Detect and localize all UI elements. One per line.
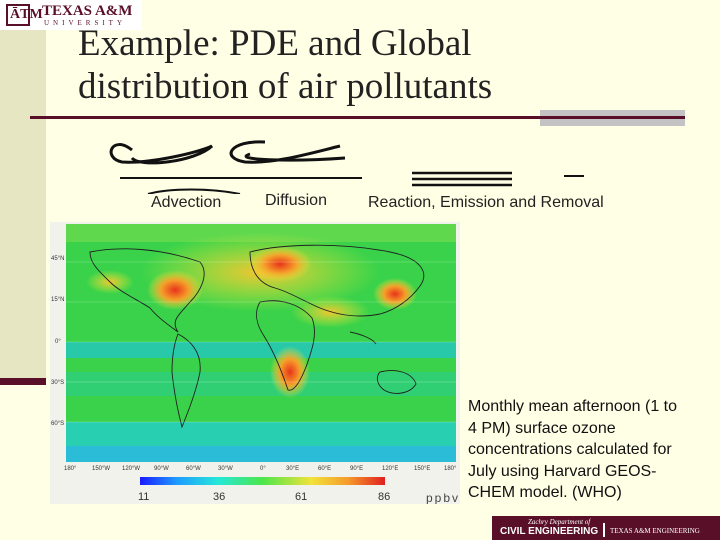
caption-line: 4 PM) surface ozone bbox=[468, 419, 616, 437]
lat-label: 45°N bbox=[51, 256, 64, 262]
slide-title-line1: Example: PDE and Global bbox=[78, 23, 472, 64]
equation-stroke-2 bbox=[229, 140, 341, 164]
map-lat-labels: 45°N 15°N 0° 30°S 60°S bbox=[51, 256, 64, 427]
ozone-map: 45°N 15°N 0° 30°S 60°S 180° 150°W 120°W … bbox=[50, 222, 460, 504]
lon-label: 0° bbox=[260, 466, 266, 472]
logo-mark-text: ĀTM bbox=[10, 7, 43, 22]
map-field bbox=[66, 224, 456, 462]
colorbar-ticks: 11 36 61 86 bbox=[138, 491, 390, 503]
equation-stroke-3 bbox=[244, 152, 346, 162]
footer-main-text: CIVIL ENGINEERING bbox=[500, 526, 599, 537]
logo-subtitle: UNIVERSITY bbox=[44, 19, 126, 27]
colorbar bbox=[140, 477, 385, 485]
footer-separator bbox=[603, 523, 605, 537]
lon-label: 30°E bbox=[286, 466, 299, 472]
lon-label: 90°W bbox=[154, 466, 169, 472]
lon-label: 150°W bbox=[92, 466, 110, 472]
map-lon-labels: 180° 150°W 120°W 90°W 60°W 30°W 0° 30°E … bbox=[64, 466, 457, 472]
caption-line: concentrations calculated for bbox=[468, 441, 672, 458]
colorbar-tick: 86 bbox=[378, 491, 390, 503]
equation-stroke-1 bbox=[109, 143, 214, 165]
lon-label: 120°W bbox=[122, 466, 140, 472]
footer-logo: Zachry Department of CIVIL ENGINEERING T… bbox=[492, 516, 720, 540]
logo-mark: ĀTM bbox=[6, 4, 43, 26]
equation-image bbox=[109, 140, 584, 194]
lat-label: 0° bbox=[55, 339, 61, 345]
slide-title: Example: PDE and Global distribution of … bbox=[78, 22, 492, 108]
footer-top-text: Zachry Department of bbox=[528, 518, 591, 526]
footer-side-text: TEXAS A&M ENGINEERING bbox=[610, 527, 700, 535]
colorbar-tick: 11 bbox=[138, 491, 149, 503]
lat-label: 15°N bbox=[51, 297, 64, 303]
term-reaction: Reaction, Emission and Removal bbox=[368, 194, 604, 211]
caption-line: Monthly mean afternoon (1 to bbox=[468, 398, 678, 415]
map-grid bbox=[66, 261, 456, 423]
lon-label: 60°W bbox=[186, 466, 201, 472]
term-diffusion: Diffusion bbox=[265, 192, 327, 209]
figure-caption: Monthly mean afternoon (1 to 4 PM) surfa… bbox=[468, 396, 718, 504]
slide-title-line2: distribution of air pollutants bbox=[78, 66, 493, 107]
lon-label: 30°W bbox=[218, 466, 233, 472]
lat-label: 60°S bbox=[51, 421, 64, 427]
lon-label: 60°E bbox=[318, 466, 331, 472]
lon-label: 120°E bbox=[382, 466, 398, 472]
caption-line: July using Harvard GEOS- bbox=[468, 462, 657, 480]
equation-underline-arc bbox=[147, 188, 241, 194]
left-decor-accent bbox=[0, 378, 46, 385]
lon-label: 180° bbox=[64, 466, 77, 472]
left-decor-bar bbox=[0, 30, 46, 385]
lon-label: 180° bbox=[444, 466, 457, 472]
caption-line: CHEM model. (WHO) bbox=[468, 484, 622, 501]
lon-label: 90°E bbox=[350, 466, 363, 472]
lat-label: 30°S bbox=[51, 380, 64, 386]
logo-title: TEXAS A&M bbox=[42, 3, 133, 19]
lon-label: 150°E bbox=[414, 466, 430, 472]
colorbar-tick: 61 bbox=[295, 491, 307, 503]
university-logo: ĀTM TEXAS A&M UNIVERSITY bbox=[0, 0, 142, 30]
colorbar-tick: 36 bbox=[213, 491, 225, 503]
term-advection: Advection bbox=[151, 194, 222, 211]
map-coastlines bbox=[89, 244, 425, 429]
colorbar-unit: ppbv bbox=[426, 491, 460, 504]
title-underline bbox=[30, 116, 685, 119]
